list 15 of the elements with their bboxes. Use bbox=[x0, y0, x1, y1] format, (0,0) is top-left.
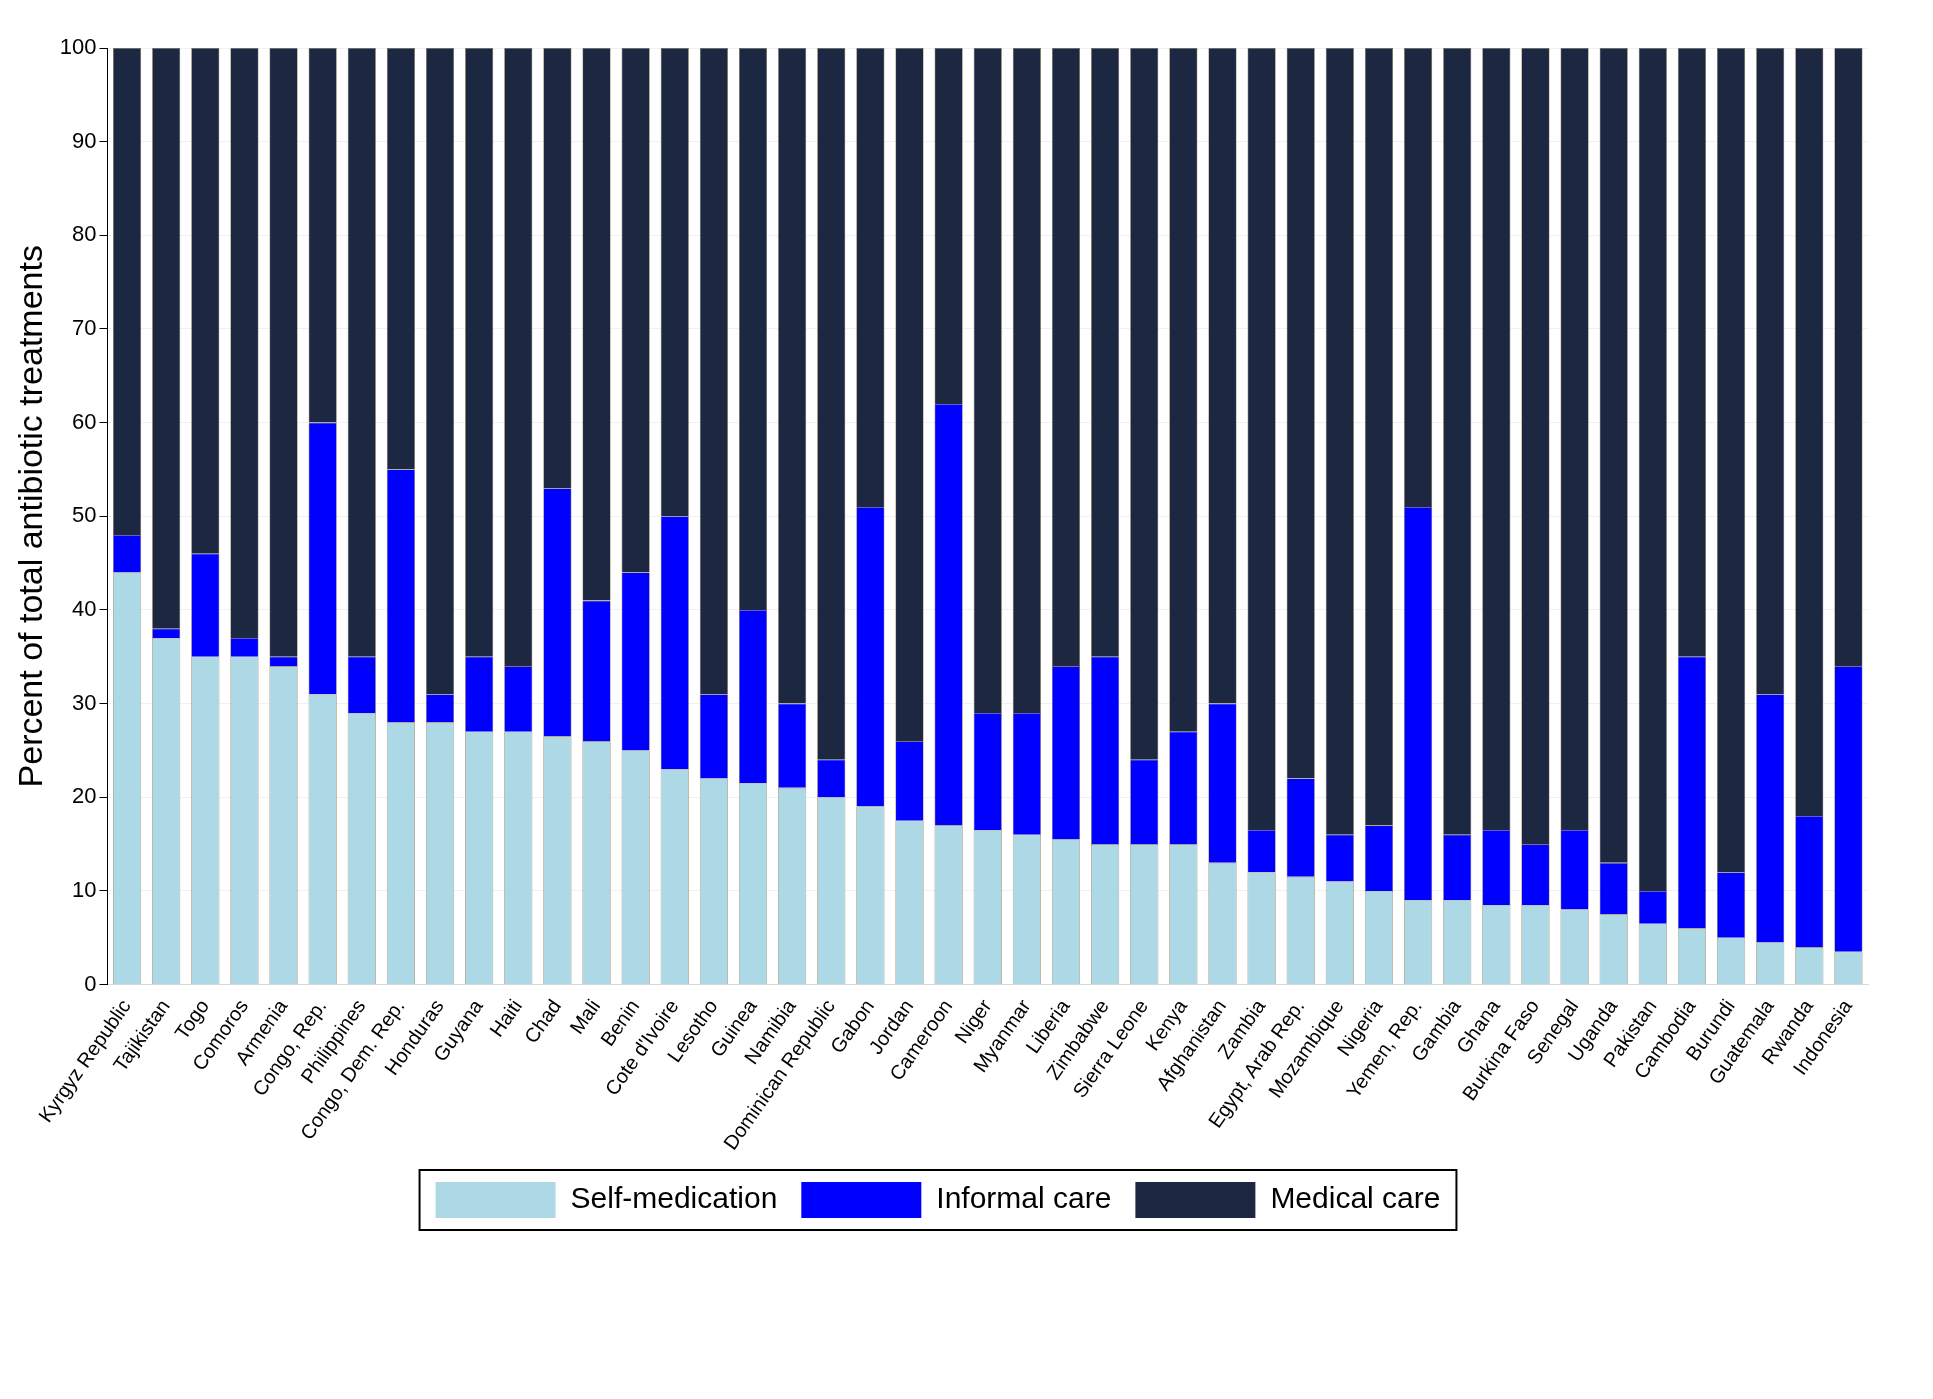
y-tick-label: 40 bbox=[72, 595, 97, 621]
legend-label: Informal care bbox=[936, 1181, 1112, 1215]
y-tick-label: 0 bbox=[84, 970, 97, 996]
legend-label: Self-medication bbox=[570, 1181, 778, 1215]
y-tick-label: 80 bbox=[72, 221, 97, 247]
y-axis-title: Percent of total antibiotic treatments bbox=[10, 245, 49, 788]
y-tick-label: 100 bbox=[59, 34, 97, 60]
y-tick-label: 50 bbox=[72, 502, 97, 528]
y-tick-label: 30 bbox=[72, 689, 97, 715]
y-tick-label: 60 bbox=[72, 408, 97, 434]
y-tick-label: 90 bbox=[72, 127, 97, 153]
legend-label: Medical care bbox=[1270, 1181, 1441, 1215]
y-tick-label: 10 bbox=[72, 876, 97, 902]
y-tick-label: 70 bbox=[72, 315, 97, 341]
y-tick-label: 20 bbox=[72, 783, 97, 809]
